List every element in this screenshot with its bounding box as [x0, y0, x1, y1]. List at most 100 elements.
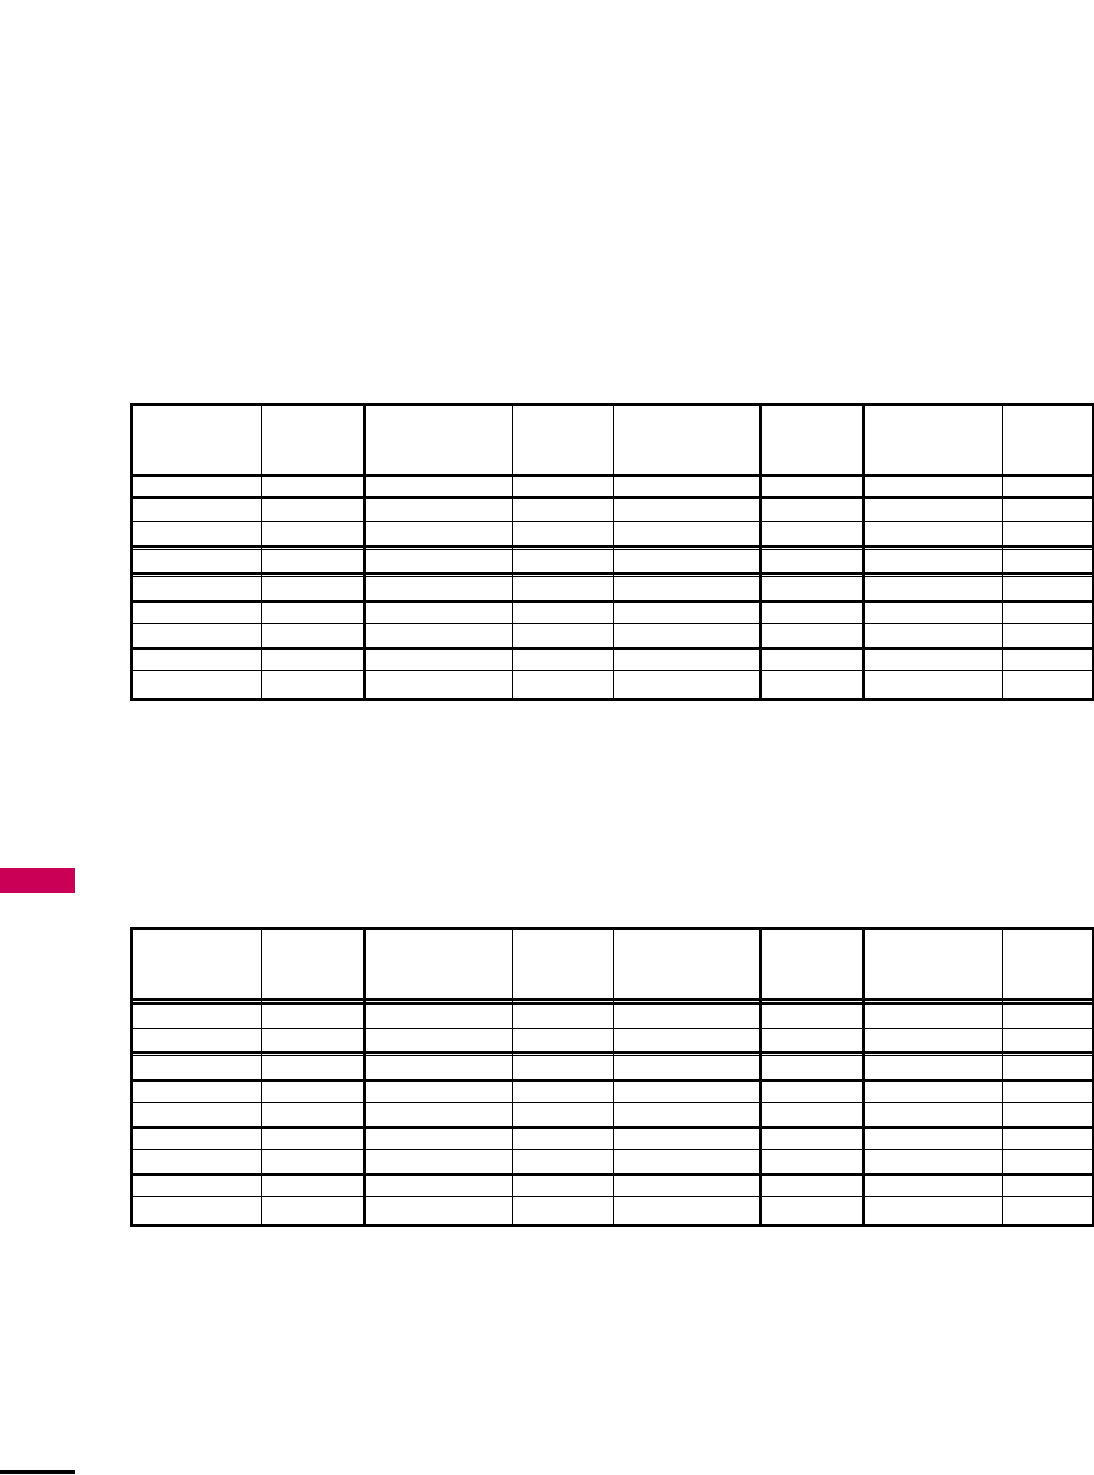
table-cell [863, 601, 1003, 624]
table-cell [613, 576, 762, 603]
table-cell [613, 1174, 762, 1197]
table-cell [760, 497, 865, 522]
table-cell [1002, 601, 1094, 624]
table-cell [512, 648, 614, 671]
table-cell [261, 1080, 366, 1103]
table-cell [1002, 1080, 1094, 1103]
table-cell [131, 1149, 262, 1176]
table-cell [760, 1052, 865, 1056]
table-cell [364, 521, 513, 548]
table-cell [512, 1028, 614, 1054]
table-cell [1002, 497, 1094, 522]
table-cell [512, 1055, 614, 1082]
table-cell [1002, 1127, 1094, 1150]
table-cell [1002, 1055, 1094, 1082]
table-cell [1002, 573, 1094, 577]
table-cell [613, 573, 762, 577]
table-cell [261, 670, 366, 700]
table-row [131, 1102, 1094, 1129]
table-cell [613, 1149, 762, 1176]
spec-table-2 [130, 927, 1094, 1227]
table-cell [261, 1052, 366, 1056]
table-cell [613, 1003, 762, 1029]
table-cell [1002, 648, 1094, 671]
table-row [131, 475, 1094, 499]
table-cell [863, 1149, 1003, 1176]
table-cell [863, 1102, 1003, 1129]
table-cell [261, 1102, 366, 1129]
table-cell [863, 670, 1003, 700]
table-cell [613, 648, 762, 671]
table-cell [760, 1102, 865, 1129]
table-cell [863, 648, 1003, 671]
header-cell [131, 404, 262, 477]
table-cell [1002, 1196, 1094, 1226]
table-cell [261, 1174, 366, 1197]
table-cell [613, 623, 762, 650]
table-cell [512, 1080, 614, 1103]
table-row [131, 648, 1094, 671]
table-cell [760, 648, 865, 671]
table-cell [613, 546, 762, 550]
header-cell [760, 404, 865, 477]
table-cell [261, 601, 366, 624]
table-cell [261, 623, 366, 650]
table-cell [512, 601, 614, 624]
table-cell [613, 521, 762, 548]
table-cell [131, 497, 262, 522]
table-cell [364, 670, 513, 700]
table-cell [760, 601, 865, 624]
table-cell [261, 549, 366, 575]
table-cell [613, 1055, 762, 1082]
table-cell [863, 576, 1003, 603]
table-cell [512, 670, 614, 700]
table-cell [760, 999, 865, 1005]
table-cell [760, 576, 865, 603]
table-cell [131, 549, 262, 575]
table-row [131, 1080, 1094, 1103]
table-cell [364, 623, 513, 650]
table-cell [131, 670, 262, 700]
table-cell [760, 475, 865, 499]
table-cell [863, 623, 1003, 650]
table-cell [1002, 670, 1094, 700]
table-row [131, 549, 1094, 575]
table-cell [863, 1055, 1003, 1082]
table-cell [261, 648, 366, 671]
table-cell [613, 497, 762, 522]
table-cell [863, 1080, 1003, 1103]
table-cell [613, 601, 762, 624]
table-cell [261, 573, 366, 577]
table-cell [131, 475, 262, 499]
header-cell [1002, 928, 1094, 1001]
table-cell [364, 1102, 513, 1129]
table-cell [512, 1149, 614, 1176]
table-cell [760, 623, 865, 650]
table-cell [261, 1003, 366, 1029]
header-cell [760, 928, 865, 1001]
table-cell [1002, 1102, 1094, 1129]
header-cell [1002, 404, 1094, 477]
table-cell [261, 1196, 366, 1226]
table-cell [1002, 576, 1094, 603]
table-cell [613, 670, 762, 700]
table-cell [613, 1127, 762, 1150]
table-cell [863, 1127, 1003, 1150]
table-cell [1002, 1174, 1094, 1197]
table-row [131, 497, 1094, 522]
header-cell [863, 404, 1003, 477]
table-cell [613, 1196, 762, 1226]
table-row [131, 623, 1094, 650]
section-tab-marker [0, 868, 75, 893]
header-cell [261, 928, 366, 1001]
table-row [131, 1028, 1094, 1054]
table-cell [364, 1080, 513, 1103]
table-cell [261, 546, 366, 550]
table-cell [512, 1102, 614, 1129]
table-cell [863, 549, 1003, 575]
table-cell [131, 601, 262, 624]
header-cell [131, 928, 262, 1001]
table-cell [261, 999, 366, 1005]
table-cell [760, 549, 865, 575]
table-cell [512, 549, 614, 575]
